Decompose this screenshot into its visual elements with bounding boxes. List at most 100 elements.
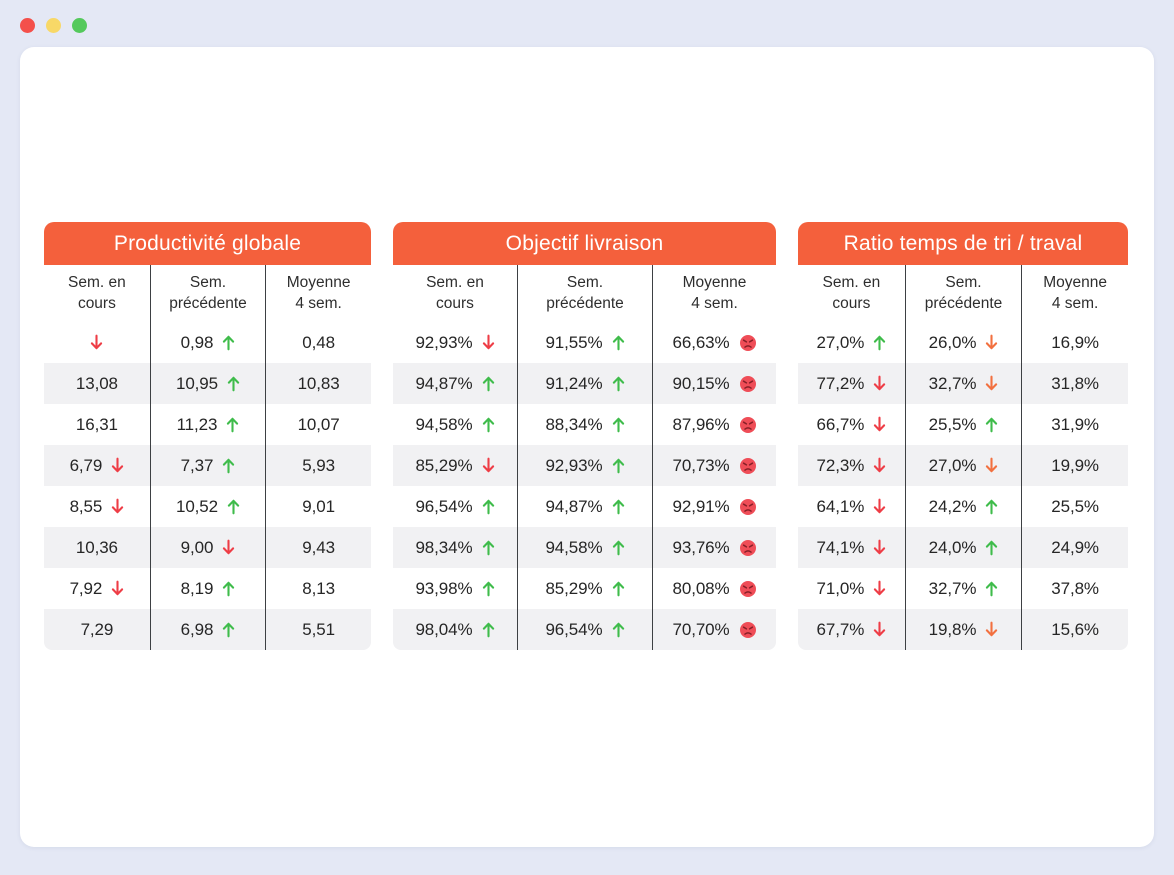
up-arrow-icon	[612, 334, 625, 351]
cell-value: 98,04%	[415, 619, 473, 639]
table-cell: 88,34%	[516, 404, 652, 445]
table-cell: 25,5%	[904, 404, 1021, 445]
close-window-button[interactable]	[20, 18, 35, 33]
column-header: Sem. précédente	[149, 265, 265, 322]
column-header: Moyenne 4 sem.	[1021, 265, 1128, 322]
table-cell: 80,08%	[652, 568, 776, 609]
cell-value: 11,23	[176, 414, 218, 434]
table-cell: 70,70%	[652, 609, 776, 650]
table-cell: 0,98	[149, 322, 265, 363]
main-card: Productivité globale Sem. en cours Sem. p…	[20, 47, 1154, 847]
cell-value: 94,87%	[415, 373, 473, 393]
cell-value: 8,55	[69, 496, 103, 516]
cell-value: 10,83	[297, 373, 340, 393]
up-arrow-icon	[482, 539, 495, 556]
table-cell	[44, 322, 150, 363]
table-cell: 92,91%	[652, 486, 776, 527]
table-title: Ratio temps de tri / traval	[798, 222, 1128, 265]
table-cell: 67,7%	[798, 609, 905, 650]
table-cell: 72,3%	[798, 445, 905, 486]
column-header: Sem. en cours	[822, 274, 881, 312]
table-title: Objectif livraison	[393, 222, 776, 265]
table-grid: Sem. en cours Sem. précédente Moyenne 4 se…	[44, 265, 371, 650]
down-arrow-icon	[111, 580, 124, 597]
table-cell: 9,01	[265, 486, 371, 527]
up-arrow-icon	[612, 416, 625, 433]
kpi-tables-row: Productivité globale Sem. en cours Sem. p…	[44, 222, 1128, 650]
up-arrow-icon	[226, 416, 239, 433]
cell-value: 77,2%	[816, 373, 865, 393]
window-controls	[20, 18, 87, 33]
table-cell: 94,87%	[393, 363, 517, 404]
table-cell: 11,23	[149, 404, 265, 445]
sad-face-icon	[739, 457, 757, 475]
cell-value: 7,37	[180, 455, 214, 475]
sad-face-icon	[739, 416, 757, 434]
down-arrow-icon	[222, 539, 235, 556]
cell-value: 16,9%	[1051, 332, 1099, 352]
cell-value: 67,7%	[816, 619, 865, 639]
cell-value: 92,93%	[545, 455, 603, 475]
column-header: Sem. en cours	[68, 274, 126, 312]
table-cell: 93,98%	[393, 568, 517, 609]
up-arrow-icon	[612, 375, 625, 392]
up-arrow-icon	[482, 375, 495, 392]
down-arrow-icon	[985, 375, 998, 392]
table-cell: 6,98	[149, 609, 266, 650]
table-cell: 31,8%	[1021, 363, 1128, 404]
table-cell: 93,76%	[652, 527, 776, 568]
table-cell: 13,08	[44, 363, 150, 404]
table-cell: 24,2%	[904, 486, 1021, 527]
table-cell: 27,0%	[904, 445, 1022, 486]
cell-value: 70,70%	[672, 619, 730, 639]
up-arrow-icon	[612, 498, 625, 515]
down-arrow-icon	[873, 580, 886, 597]
cell-value: 80,08%	[672, 578, 730, 598]
cell-value: 10,07	[297, 414, 340, 434]
cell-value: 5,93	[302, 455, 335, 475]
cell-value: 31,8%	[1051, 373, 1099, 393]
table-cell: 91,24%	[516, 363, 653, 404]
cell-value: 94,87%	[545, 496, 603, 516]
cell-value: 74,1%	[816, 537, 865, 557]
up-arrow-icon	[222, 457, 235, 474]
cell-value: 19,9%	[1051, 455, 1099, 475]
table-cell: 8,55	[44, 486, 150, 527]
cell-value: 10,95	[175, 373, 219, 393]
table-cell: 19,8%	[904, 609, 1022, 650]
cell-value: 64,1%	[816, 496, 865, 516]
down-arrow-icon	[873, 375, 886, 392]
cell-value: 32,7%	[928, 373, 977, 393]
up-arrow-icon	[612, 539, 625, 556]
cell-value: 27,0%	[816, 332, 865, 352]
up-arrow-icon	[612, 457, 625, 474]
cell-value: 19,8%	[928, 619, 977, 639]
sad-face-icon	[739, 334, 757, 352]
cell-value: 9,00	[180, 537, 214, 557]
table-cell: 10,52	[149, 486, 265, 527]
down-arrow-icon	[985, 334, 998, 351]
table-cell: 37,8%	[1021, 568, 1128, 609]
zoom-window-button[interactable]	[72, 18, 87, 33]
table-cell: 26,0%	[904, 322, 1021, 363]
cell-value: 90,15%	[672, 373, 730, 393]
table-cell: 98,04%	[393, 609, 517, 650]
cell-value: 8,19	[180, 578, 214, 598]
table-cell: 19,9%	[1021, 445, 1128, 486]
minimize-window-button[interactable]	[46, 18, 61, 33]
table-objectif-livraison: Objectif livraison Sem. en cours Sem. pré…	[393, 222, 776, 650]
cell-value: 13,08	[75, 373, 118, 393]
cell-value: 8,13	[302, 578, 335, 598]
table-cell: 15,6%	[1021, 609, 1128, 650]
cell-value: 9,43	[302, 537, 335, 557]
table-cell: 10,83	[265, 363, 371, 404]
column-header: Sem. précédente	[516, 265, 652, 322]
table-cell: 7,29	[44, 609, 150, 650]
up-arrow-icon	[227, 375, 240, 392]
table-cell: 9,00	[149, 527, 266, 568]
cell-value: 94,58%	[415, 414, 473, 434]
up-arrow-icon	[985, 539, 998, 556]
table-cell: 85,29%	[393, 445, 517, 486]
down-arrow-icon	[90, 334, 103, 351]
table-cell: 24,9%	[1021, 527, 1128, 568]
